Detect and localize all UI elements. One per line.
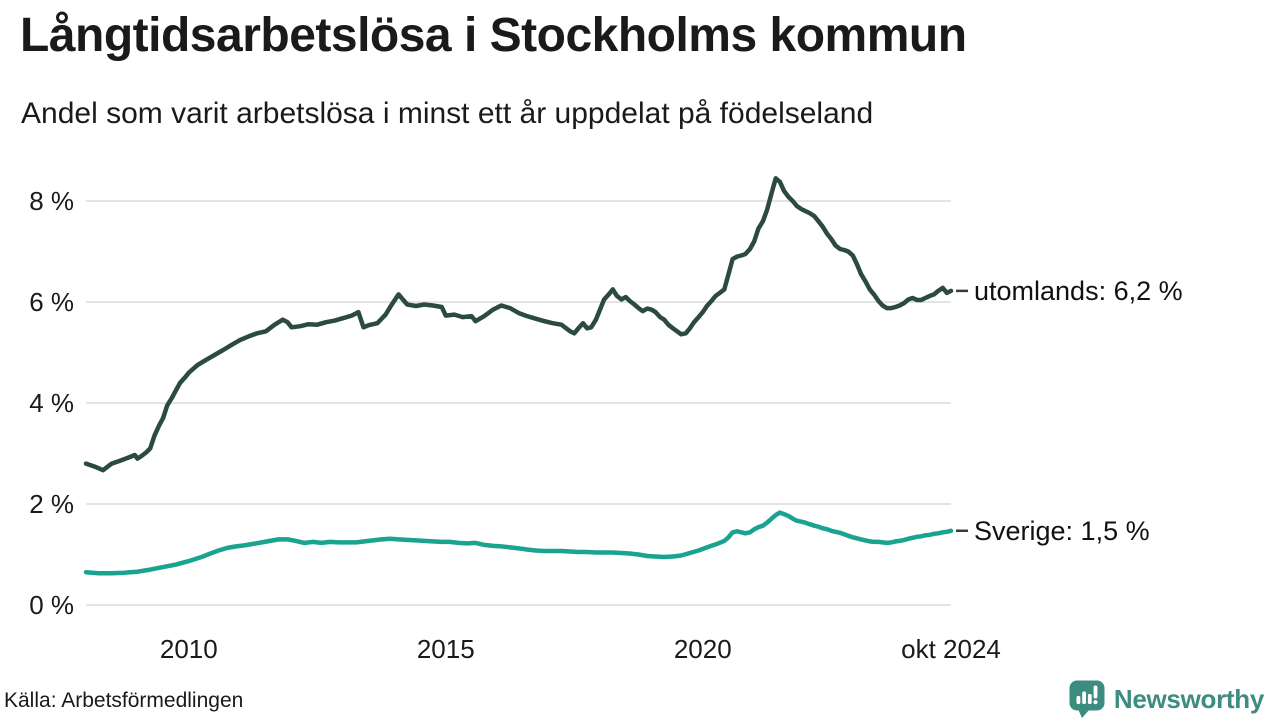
newsworthy-logo-icon (1069, 680, 1105, 718)
x-tick-label: 2015 (417, 634, 475, 664)
y-tick-label: 0 % (29, 590, 74, 620)
chart-subtitle: Andel som varit arbetslösa i minst ett å… (21, 97, 874, 130)
series-end-label-sverige: Sverige: 1,5 % (974, 515, 1150, 546)
brand-name: Newsworthy (1113, 683, 1264, 714)
series-end-label-utomlands: utomlands: 6,2 % (974, 275, 1183, 306)
page-title: Långtidsarbetslösa i Stockholms kommun (20, 9, 967, 62)
x-tick-label: okt 2024 (901, 634, 1001, 664)
y-tick-label: 4 % (29, 388, 74, 418)
y-tick-label: 8 % (29, 186, 74, 216)
x-tick-label: 2020 (674, 634, 732, 664)
source-note: Källa: Arbetsförmedlingen (4, 689, 244, 712)
series-line-sverige (83, 510, 954, 576)
series-line-utomlands (83, 176, 954, 473)
newsworthy-brand: Newsworthy (1068, 679, 1264, 719)
x-tick-label: 2010 (160, 634, 218, 664)
y-tick-label: 6 % (29, 287, 74, 317)
y-tick-label: 2 % (29, 489, 74, 519)
